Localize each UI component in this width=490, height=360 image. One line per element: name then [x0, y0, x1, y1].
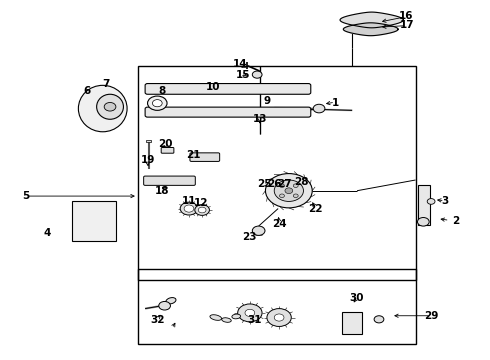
Text: 21: 21 — [187, 150, 201, 160]
Text: 28: 28 — [294, 177, 308, 187]
Circle shape — [279, 184, 284, 188]
Ellipse shape — [78, 85, 127, 132]
Text: 7: 7 — [102, 78, 110, 89]
Text: 11: 11 — [182, 197, 196, 206]
Polygon shape — [340, 12, 403, 28]
Circle shape — [147, 96, 167, 111]
Bar — [138, 66, 416, 280]
FancyBboxPatch shape — [190, 153, 220, 161]
Text: 23: 23 — [243, 232, 257, 242]
Circle shape — [252, 71, 262, 78]
FancyBboxPatch shape — [161, 148, 174, 153]
Text: 24: 24 — [272, 219, 287, 229]
Text: 13: 13 — [252, 114, 267, 124]
Polygon shape — [343, 23, 398, 36]
Circle shape — [294, 184, 298, 188]
Circle shape — [417, 217, 429, 226]
Circle shape — [159, 301, 171, 310]
FancyBboxPatch shape — [145, 84, 311, 94]
Bar — [418, 185, 430, 225]
Circle shape — [195, 204, 209, 215]
Text: 25: 25 — [257, 179, 272, 189]
Circle shape — [279, 194, 284, 198]
Text: 4: 4 — [44, 228, 51, 238]
Ellipse shape — [166, 298, 176, 304]
Text: 8: 8 — [159, 86, 166, 96]
Circle shape — [313, 104, 325, 113]
Ellipse shape — [232, 314, 241, 319]
Circle shape — [238, 304, 262, 322]
Circle shape — [180, 202, 198, 215]
Bar — [343, 312, 362, 334]
Circle shape — [427, 199, 435, 204]
Ellipse shape — [221, 318, 231, 322]
Circle shape — [252, 226, 265, 235]
Text: 17: 17 — [399, 19, 414, 30]
Text: 6: 6 — [83, 86, 90, 96]
Text: 19: 19 — [140, 156, 155, 165]
Circle shape — [198, 207, 206, 213]
Text: 31: 31 — [247, 315, 262, 325]
Text: 20: 20 — [158, 139, 173, 149]
Circle shape — [267, 309, 291, 327]
Text: 3: 3 — [441, 197, 448, 206]
Text: 2: 2 — [452, 216, 459, 226]
Bar — [146, 140, 151, 143]
Ellipse shape — [97, 94, 123, 119]
Text: 14: 14 — [233, 59, 247, 69]
Text: 27: 27 — [277, 179, 291, 189]
Text: 1: 1 — [332, 98, 339, 108]
Circle shape — [274, 314, 284, 321]
Circle shape — [285, 188, 293, 194]
Text: 29: 29 — [424, 311, 439, 321]
Bar — [138, 269, 416, 344]
Circle shape — [152, 100, 162, 107]
Text: 16: 16 — [398, 11, 413, 21]
Text: 10: 10 — [206, 82, 220, 92]
Circle shape — [266, 174, 312, 208]
Text: 15: 15 — [235, 69, 250, 80]
Circle shape — [245, 309, 255, 316]
Text: 30: 30 — [350, 293, 364, 303]
Text: 32: 32 — [150, 315, 165, 325]
Circle shape — [274, 180, 303, 202]
Circle shape — [104, 103, 116, 111]
Text: 22: 22 — [308, 203, 323, 213]
Circle shape — [294, 194, 298, 198]
Text: 9: 9 — [263, 96, 270, 107]
Text: 26: 26 — [267, 179, 281, 189]
FancyBboxPatch shape — [145, 107, 311, 117]
Text: 18: 18 — [155, 186, 170, 197]
Circle shape — [374, 316, 384, 323]
FancyBboxPatch shape — [144, 176, 196, 185]
Text: 5: 5 — [22, 191, 29, 201]
Bar — [72, 202, 116, 241]
Ellipse shape — [210, 315, 221, 320]
Circle shape — [184, 205, 194, 212]
Text: 12: 12 — [194, 198, 208, 208]
